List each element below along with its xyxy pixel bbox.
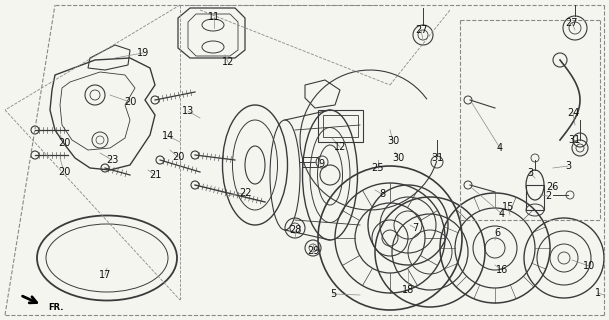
Text: 31: 31 [431, 153, 443, 163]
Text: 9: 9 [318, 159, 324, 169]
Text: 20: 20 [172, 152, 184, 162]
Text: 4: 4 [499, 209, 505, 219]
Text: 21: 21 [149, 170, 161, 180]
Text: 12: 12 [334, 142, 346, 152]
Text: 11: 11 [208, 12, 220, 22]
Bar [318, 110, 363, 142]
Text: 18: 18 [402, 285, 414, 295]
Bar [526, 185, 544, 210]
Text: 20: 20 [124, 97, 136, 107]
Bar [302, 157, 318, 167]
Text: 3: 3 [565, 161, 571, 171]
Text: 2: 2 [545, 191, 551, 201]
Text: FR.: FR. [48, 303, 63, 313]
Text: 17: 17 [99, 270, 111, 280]
Text: 30: 30 [392, 153, 404, 163]
Text: 19: 19 [137, 48, 149, 58]
Text: 10: 10 [583, 261, 595, 271]
Text: 5: 5 [330, 289, 336, 299]
Text: 31: 31 [568, 135, 580, 145]
Text: 16: 16 [496, 265, 508, 275]
Text: 1: 1 [595, 288, 601, 298]
Text: 12: 12 [222, 57, 234, 67]
Text: 20: 20 [58, 138, 70, 148]
Text: 6: 6 [494, 228, 500, 238]
Text: 27: 27 [566, 18, 579, 28]
Text: 26: 26 [546, 182, 558, 192]
Text: 15: 15 [502, 202, 514, 212]
Text: 14: 14 [162, 131, 174, 141]
Bar [323, 115, 358, 137]
Text: 7: 7 [412, 223, 418, 233]
Text: 13: 13 [182, 106, 194, 116]
Text: 20: 20 [58, 167, 70, 177]
Text: 30: 30 [387, 136, 399, 146]
Text: 25: 25 [371, 163, 384, 173]
Text: 3: 3 [527, 168, 533, 178]
Text: 29: 29 [307, 246, 319, 256]
Text: 23: 23 [106, 155, 118, 165]
Text: 22: 22 [239, 188, 252, 198]
Text: 4: 4 [497, 143, 503, 153]
Text: 28: 28 [289, 225, 301, 235]
Text: 27: 27 [415, 25, 428, 35]
Text: 8: 8 [379, 189, 385, 199]
Text: 24: 24 [567, 108, 579, 118]
